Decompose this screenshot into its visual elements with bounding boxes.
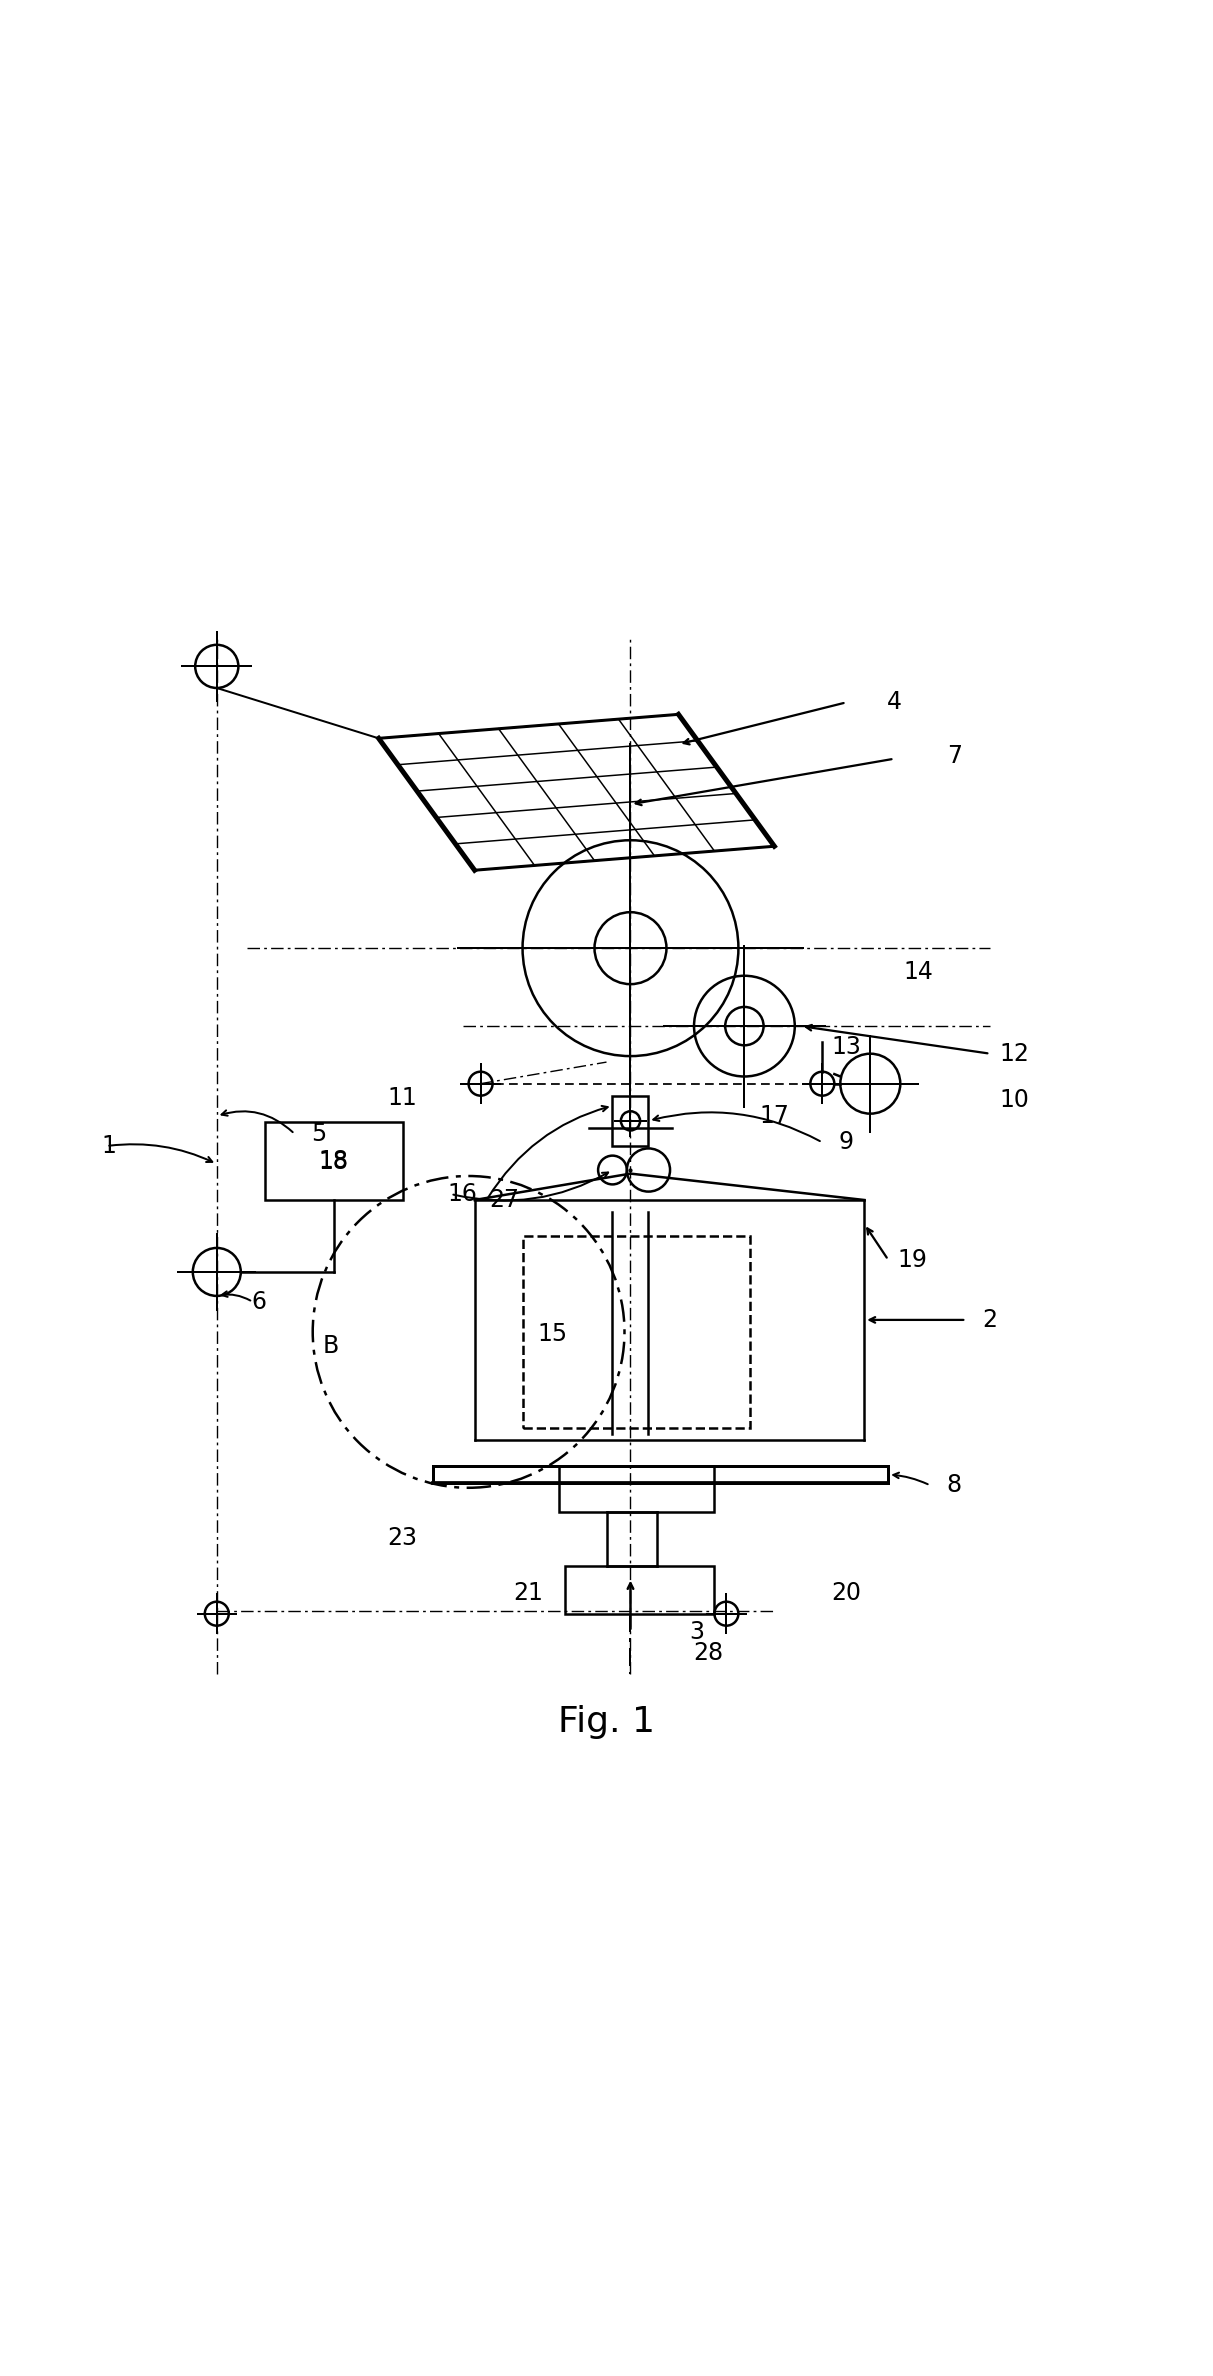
Text: 27: 27	[490, 1188, 519, 1212]
Text: 4: 4	[887, 691, 901, 715]
Text: 23: 23	[388, 1525, 417, 1549]
Bar	[523, 1236, 751, 1428]
Text: 7: 7	[946, 744, 962, 767]
Text: 28: 28	[694, 1642, 723, 1666]
Text: 14: 14	[904, 960, 933, 984]
Text: 2: 2	[983, 1307, 998, 1333]
Bar	[558, 1466, 714, 1511]
Text: 21: 21	[513, 1582, 543, 1606]
Text: 18: 18	[319, 1150, 348, 1174]
Text: 16: 16	[448, 1181, 478, 1207]
Bar	[433, 1466, 888, 1483]
Text: 9: 9	[839, 1131, 854, 1155]
Text: 19: 19	[898, 1247, 927, 1271]
Text: 10: 10	[1000, 1088, 1029, 1112]
Text: 20: 20	[831, 1582, 861, 1606]
Text: 13: 13	[831, 1034, 861, 1057]
Bar	[264, 1121, 403, 1200]
Text: 15: 15	[537, 1323, 568, 1347]
Text: 5: 5	[311, 1121, 326, 1145]
Text: 12: 12	[1000, 1041, 1029, 1067]
Text: Fig. 1: Fig. 1	[558, 1704, 655, 1739]
Text: 18: 18	[318, 1150, 348, 1174]
Text: 8: 8	[946, 1473, 962, 1497]
Text: 1: 1	[102, 1133, 116, 1157]
Text: 11: 11	[388, 1086, 417, 1110]
Bar	[613, 1095, 649, 1145]
Text: 3: 3	[689, 1620, 704, 1644]
Text: 17: 17	[759, 1105, 790, 1129]
Text: 6: 6	[251, 1290, 267, 1314]
Text: B: B	[323, 1335, 338, 1359]
Bar	[564, 1566, 714, 1613]
